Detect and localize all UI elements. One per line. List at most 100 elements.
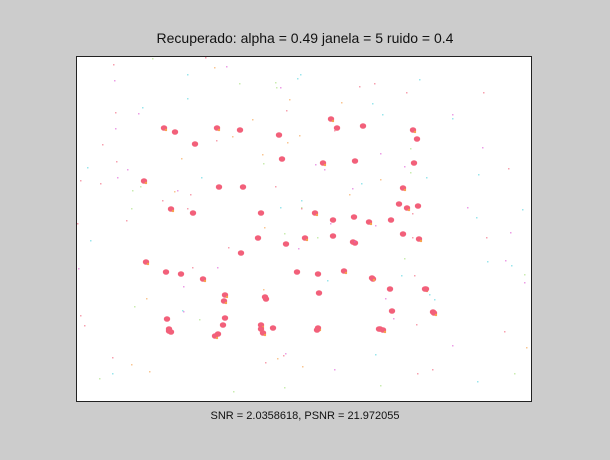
noise-pixel: [276, 87, 278, 89]
noise-pixel: [286, 110, 288, 112]
noise-pixel: [315, 164, 317, 166]
image-blob: [314, 271, 322, 277]
figure-title: Recuperado: alpha = 0.49 janela = 5 ruid…: [156, 30, 454, 46]
noise-pixel: [508, 168, 510, 170]
noise-pixel: [382, 114, 384, 116]
noise-pixel: [385, 298, 387, 300]
image-blob: [422, 286, 430, 292]
image-blob: [379, 327, 387, 334]
image-blob: [140, 178, 148, 185]
noise-pixel: [252, 119, 254, 121]
noise-pixel: [414, 275, 416, 277]
noise-pixel: [87, 167, 89, 169]
noise-pixel: [285, 353, 287, 355]
noise-pixel: [201, 177, 203, 179]
noise-pixel: [341, 102, 343, 104]
noise-pixel: [301, 207, 303, 209]
noise-pixel: [372, 103, 374, 105]
noise-pixel: [483, 92, 485, 94]
noise-pixel: [301, 208, 303, 210]
noise-pixel: [265, 362, 267, 364]
noise-pixel: [127, 169, 129, 171]
noise-pixel: [349, 194, 351, 196]
noise-pixel: [302, 366, 304, 368]
noise-pixel: [334, 130, 336, 132]
noise-pixel: [162, 200, 164, 202]
noise-pixel: [375, 354, 377, 356]
image-blob: [351, 240, 359, 246]
image-blob: [189, 210, 197, 216]
noise-pixel: [275, 82, 277, 84]
image-blob: [221, 292, 229, 299]
image-blob: [220, 298, 228, 305]
noise-pixel: [177, 190, 179, 192]
image-blob: [319, 160, 327, 167]
noise-pixel: [393, 318, 395, 320]
noise-pixel: [359, 86, 361, 88]
noise-pixel: [374, 83, 376, 85]
noise-pixel: [510, 232, 512, 234]
image-blob: [237, 250, 245, 256]
noise-pixel: [526, 347, 528, 349]
noise-pixel: [182, 310, 184, 312]
noise-pixel: [262, 154, 264, 156]
noise-pixel: [84, 325, 86, 327]
noise-pixel: [131, 364, 133, 366]
noise-pixel: [99, 378, 101, 380]
noise-pixel: [174, 191, 176, 193]
image-blob: [177, 271, 185, 277]
noise-pixel: [511, 265, 513, 267]
noise-pixel: [284, 387, 286, 389]
recovered-image: [77, 57, 528, 393]
image-blob: [430, 310, 438, 317]
image-blob: [387, 217, 395, 223]
x-axis-label: SNR = 2.0358618, PSNR = 21.972055: [210, 410, 400, 422]
noise-pixel: [419, 79, 421, 81]
noise-pixel: [142, 107, 144, 109]
noise-pixel: [522, 209, 524, 211]
noise-pixel: [289, 99, 291, 101]
image-blob: [254, 235, 262, 241]
noise-pixel: [410, 148, 412, 150]
noise-pixel: [78, 268, 80, 270]
noise-pixel: [117, 177, 119, 179]
noise-pixel: [116, 161, 118, 163]
noise-pixel: [330, 223, 332, 225]
noise-pixel: [412, 213, 414, 215]
image-blob: [278, 156, 286, 162]
noise-pixel: [199, 319, 201, 321]
noise-pixel: [149, 371, 151, 373]
image-blob: [413, 136, 421, 142]
image-blob: [410, 160, 418, 166]
noise-pixel: [264, 227, 266, 229]
noise-pixel: [102, 144, 104, 146]
image-blob: [327, 116, 335, 123]
image-blob: [365, 219, 373, 226]
noise-pixel: [380, 385, 382, 387]
image-blob: [359, 123, 367, 129]
image-blob: [340, 268, 348, 275]
noise-pixel: [187, 208, 189, 210]
noise-pixel: [417, 373, 419, 375]
image-blob: [282, 241, 290, 247]
noise-pixel: [77, 223, 79, 225]
noise-pixel: [134, 306, 136, 308]
noise-pixel: [300, 74, 302, 76]
noise-pixel: [132, 190, 134, 192]
noise-pixel: [263, 289, 265, 291]
noise-pixel: [476, 217, 478, 219]
image-blob: [403, 205, 411, 212]
noise-pixel: [112, 373, 114, 375]
noise-pixel: [524, 282, 526, 284]
noise-pixel: [181, 158, 183, 160]
noise-pixel: [487, 261, 489, 263]
noise-pixel: [416, 324, 418, 326]
noise-pixel: [287, 142, 289, 144]
image-blob: [329, 217, 337, 223]
noise-pixel: [504, 331, 506, 333]
noise-pixel: [327, 280, 329, 282]
noise-pixel: [275, 186, 277, 188]
image-blob: [219, 322, 227, 328]
noise-pixel: [361, 183, 363, 185]
noise-pixel: [478, 174, 480, 176]
